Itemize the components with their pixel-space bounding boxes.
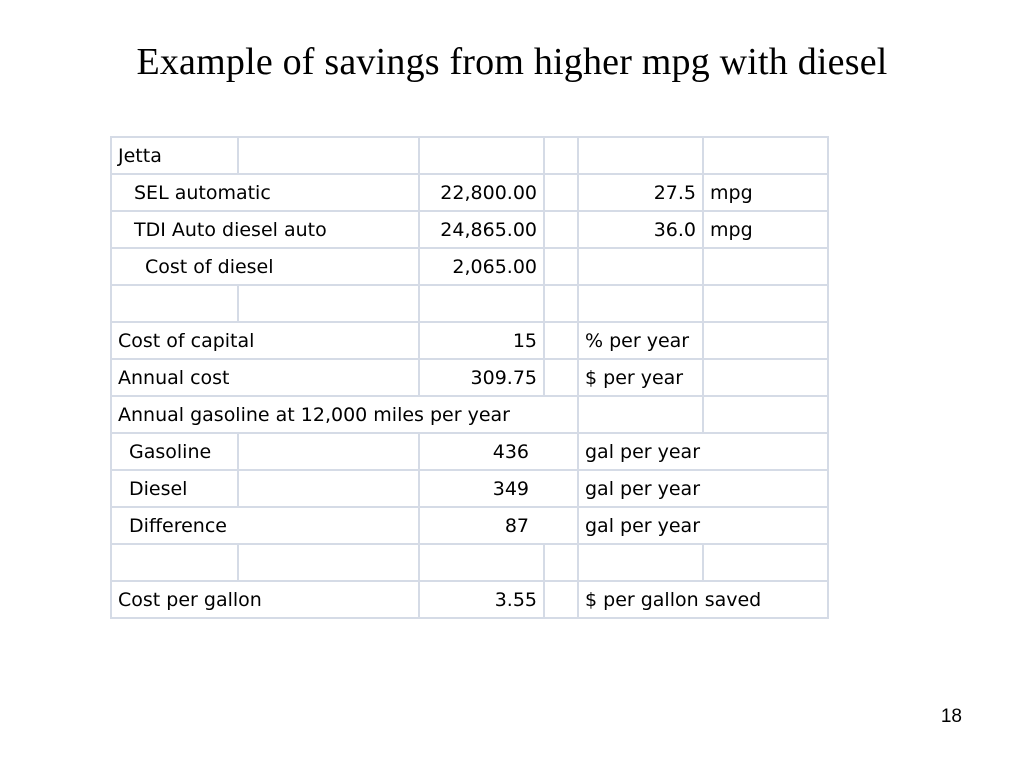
empty-cell (237, 432, 420, 471)
difference-label: Difference (110, 506, 420, 545)
annual-cost-value: 309.75 (418, 358, 545, 397)
sel-price: 22,800.00 (418, 173, 545, 212)
difference-value: 87 (418, 506, 579, 545)
empty-cell (577, 395, 704, 434)
table-row: Cost of capital 15 % per year (110, 321, 829, 360)
cost-per-gallon-value: 3.55 (418, 580, 545, 619)
empty-cell (543, 580, 579, 619)
slide-title: Example of savings from higher mpg with … (136, 41, 888, 83)
tdi-price: 24,865.00 (418, 210, 545, 249)
table-row: Cost per gallon 3.55 $ per gallon saved (110, 580, 829, 619)
empty-cell (110, 284, 239, 323)
empty-cell (702, 395, 829, 434)
tdi-mpg-unit: mpg (702, 210, 829, 249)
tdi-mpg: 36.0 (577, 210, 704, 249)
diesel-unit: gal per year (577, 469, 829, 508)
empty-cell (577, 136, 704, 175)
cost-of-capital-value: 15 (418, 321, 545, 360)
empty-cell (702, 358, 829, 397)
sel-mpg: 27.5 (577, 173, 704, 212)
table-row (110, 543, 829, 582)
empty-cell (237, 136, 420, 175)
empty-cell (543, 210, 579, 249)
table-row: SEL automatic 22,800.00 27.5 mpg (110, 173, 829, 212)
empty-cell (543, 321, 579, 360)
table-row: Diesel 349 gal per year (110, 469, 829, 508)
table-row: Difference 87 gal per year (110, 506, 829, 545)
annual-cost-label: Annual cost (110, 358, 420, 397)
cost-per-gallon-label: Cost per gallon (110, 580, 420, 619)
savings-table: Jetta SEL automatic 22,800.00 27.5 mpg T… (110, 136, 829, 619)
jetta-label: Jetta (110, 136, 239, 175)
cost-of-capital-unit: % per year (577, 321, 704, 360)
table-row: Jetta (110, 136, 829, 175)
gasoline-value: 436 (418, 432, 579, 471)
table-row: Annual gasoline at 12,000 miles per year (110, 395, 829, 434)
empty-cell (543, 247, 579, 286)
tdi-label: TDI Auto diesel auto (110, 210, 420, 249)
empty-cell (543, 284, 579, 323)
empty-cell (702, 247, 829, 286)
gasoline-unit: gal per year (577, 432, 829, 471)
empty-cell (577, 247, 704, 286)
empty-cell (543, 543, 579, 582)
empty-cell (237, 284, 420, 323)
empty-cell (237, 469, 420, 508)
diesel-label: Diesel (110, 469, 239, 508)
cost-of-diesel-label: Cost of diesel (110, 247, 420, 286)
empty-cell (702, 321, 829, 360)
empty-cell (418, 543, 545, 582)
empty-cell (543, 358, 579, 397)
empty-cell (577, 543, 704, 582)
empty-cell (110, 543, 239, 582)
empty-cell (577, 284, 704, 323)
empty-cell (418, 136, 545, 175)
empty-cell (702, 136, 829, 175)
annual-gasoline-label: Annual gasoline at 12,000 miles per year (110, 395, 579, 434)
cost-of-capital-label: Cost of capital (110, 321, 420, 360)
empty-cell (418, 284, 545, 323)
empty-cell (702, 543, 829, 582)
sel-automatic-label: SEL automatic (110, 173, 420, 212)
table-row (110, 284, 829, 323)
cost-of-diesel-value: 2,065.00 (418, 247, 545, 286)
diesel-value: 349 (418, 469, 579, 508)
empty-cell (543, 136, 579, 175)
empty-cell (702, 284, 829, 323)
gasoline-label: Gasoline (110, 432, 239, 471)
sel-mpg-unit: mpg (702, 173, 829, 212)
empty-cell (543, 173, 579, 212)
annual-cost-unit: $ per year (577, 358, 704, 397)
page-number: 18 (940, 706, 962, 727)
cost-per-gallon-unit: $ per gallon saved (577, 580, 829, 619)
table-row: Gasoline 436 gal per year (110, 432, 829, 471)
difference-unit: gal per year (577, 506, 829, 545)
empty-cell (237, 543, 420, 582)
table-row: TDI Auto diesel auto 24,865.00 36.0 mpg (110, 210, 829, 249)
table-row: Annual cost 309.75 $ per year (110, 358, 829, 397)
table-row: Cost of diesel 2,065.00 (110, 247, 829, 286)
